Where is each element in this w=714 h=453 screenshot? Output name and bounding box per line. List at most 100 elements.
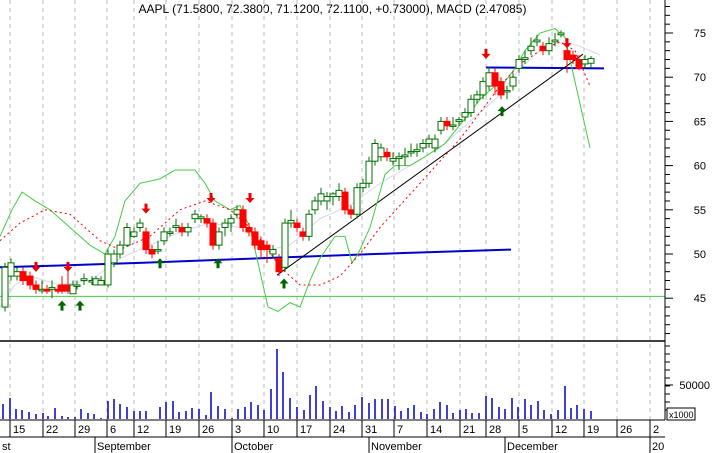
candle-body — [172, 225, 180, 228]
candle-body — [533, 39, 541, 43]
buy-arrow-icon — [57, 300, 67, 311]
price-tick-label: 45 — [694, 293, 706, 305]
candle-body — [515, 59, 523, 69]
candle-body — [104, 253, 112, 286]
candle-body — [473, 94, 481, 100]
candle-body — [275, 257, 283, 273]
candle-body — [551, 39, 559, 43]
sell-arrow-icon — [562, 38, 572, 49]
candle-body — [269, 249, 277, 255]
candle-body — [461, 112, 469, 118]
date-tick-label: 12 — [555, 424, 567, 436]
black-trend-line — [276, 53, 584, 276]
candle-body — [401, 154, 409, 158]
candle-body — [281, 222, 289, 268]
month-label: November — [371, 441, 422, 453]
date-tick-label: 10 — [267, 424, 279, 436]
candle-body — [26, 275, 34, 286]
candle-body — [443, 120, 451, 127]
candle-body — [184, 226, 192, 233]
candle-body — [491, 72, 499, 87]
candle-body — [7, 262, 15, 277]
candle-body — [287, 219, 295, 224]
signal-arrows — [31, 38, 572, 311]
blue-trend-line — [0, 248, 512, 269]
bollinger-band — [0, 28, 591, 313]
sell-arrow-icon — [141, 203, 151, 214]
candle-body — [142, 231, 150, 251]
moving-average — [0, 41, 591, 286]
candle-body — [419, 143, 427, 149]
candle-body — [485, 72, 493, 87]
date-tick-label: 12 — [137, 424, 149, 436]
candle-body — [263, 244, 271, 251]
price-tick-label: 60 — [694, 161, 706, 173]
date-tick-label: 21 — [463, 424, 475, 436]
volume-bars — [2, 349, 592, 419]
candle-body — [233, 209, 241, 215]
sell-arrow-icon — [481, 48, 491, 59]
candle-body — [80, 278, 88, 282]
candle-body — [527, 45, 535, 52]
buy-arrow-icon — [497, 106, 507, 117]
candle-body — [160, 231, 168, 242]
candle-body — [545, 43, 553, 52]
candle-body — [209, 222, 217, 246]
date-tick-label: 5 — [522, 424, 528, 436]
candle-body — [299, 231, 307, 237]
candle-body — [191, 213, 199, 220]
candle-body — [395, 156, 403, 160]
month-label: 20 — [652, 441, 664, 453]
candle-body — [48, 287, 56, 290]
date-tick-label: 14 — [430, 424, 442, 436]
candle-body — [215, 231, 223, 246]
candle-body — [305, 213, 313, 237]
candle-body — [123, 226, 131, 246]
candle-body — [437, 120, 445, 131]
candle-body — [365, 160, 373, 184]
candle-body — [383, 151, 391, 158]
date-tick-label: 26 — [202, 424, 214, 436]
price-tick-label: 65 — [694, 116, 706, 128]
candle-body — [503, 89, 511, 93]
candle-body — [341, 191, 349, 211]
candle-body — [497, 81, 505, 96]
candle-body — [97, 280, 105, 286]
candle-body — [389, 158, 397, 162]
volume-tick-label: 50000 — [679, 380, 710, 392]
candle-body — [575, 59, 583, 69]
candle-body — [455, 119, 463, 122]
date-tick-label: 15 — [13, 424, 25, 436]
candle-body — [329, 193, 337, 198]
candle-body — [467, 98, 475, 114]
candle-body — [13, 271, 21, 277]
candle-body — [73, 284, 81, 287]
candle-body — [58, 284, 66, 292]
date-tick-label: 19 — [587, 424, 599, 436]
candle-body — [251, 231, 259, 246]
candle-body — [116, 244, 124, 255]
date-tick-label: 17 — [300, 424, 312, 436]
candles — [1, 30, 595, 312]
candle-body — [359, 182, 367, 189]
date-tick-label: 31 — [365, 424, 377, 436]
date-tick-label: 19 — [169, 424, 181, 436]
sell-arrow-icon — [63, 261, 73, 272]
candle-body — [148, 249, 156, 255]
candle-body — [19, 271, 27, 282]
candle-body — [227, 218, 235, 224]
candle-body — [413, 149, 421, 152]
date-tick-label: 28 — [489, 424, 501, 436]
candle-body — [371, 143, 379, 162]
price-tick-label: 70 — [694, 72, 706, 84]
candle-body — [377, 147, 385, 158]
candle-body — [203, 218, 211, 224]
blue-resistance-line — [485, 66, 605, 70]
sell-arrow-icon — [206, 192, 216, 203]
date-tick-label: 2 — [653, 424, 659, 436]
date-tick-label: 22 — [46, 424, 58, 436]
candle-body — [317, 193, 325, 202]
candle-body — [293, 222, 301, 228]
sell-arrow-icon — [31, 261, 41, 272]
candle-body — [335, 189, 343, 198]
